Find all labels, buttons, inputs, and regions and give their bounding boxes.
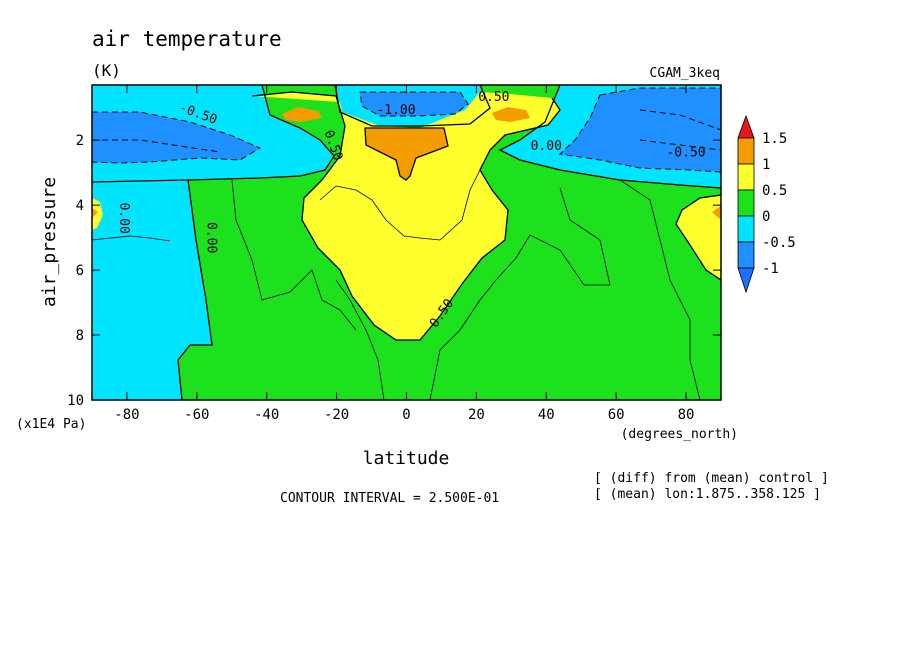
- colorbar-swatch-above-1: [737, 137, 755, 165]
- x-tick-label: 60: [608, 407, 625, 423]
- colorbar-over-arrow: [737, 114, 755, 139]
- y-tick-label: 4: [76, 198, 84, 214]
- y-ticks: 2 4 6 8 10: [67, 133, 721, 409]
- x-axis-title: latitude: [363, 448, 450, 469]
- contour-label: -1.00: [376, 103, 415, 118]
- fill-below-neg0.5-top: [360, 92, 468, 116]
- colorbar-level: 1: [762, 157, 770, 173]
- contour-label: -0.50: [666, 145, 705, 160]
- fill-0.5-to-1-sh-edge: [92, 198, 103, 230]
- colorbar: 1.5 1 0.5 0 -0.5 -1: [737, 114, 796, 294]
- colorbar-swatch-neg0.5-0: [737, 215, 755, 243]
- fill-above-1-sh-edge: [92, 208, 98, 218]
- contour-label: 0.00: [116, 202, 131, 233]
- x-axis-units: (degrees_north): [621, 427, 738, 442]
- x-tick-label: 40: [538, 407, 555, 423]
- y-tick-label: 10: [67, 393, 84, 409]
- fill-above-1-center: [365, 128, 448, 180]
- x-ticks: -80 -60 -40 -20 0 20 40 60 80: [114, 85, 694, 423]
- note-line: [ (mean) lon:1.875..358.125 ]: [594, 487, 821, 502]
- colorbar-level: -0.5: [762, 235, 796, 251]
- fill-above-1-nh-edge: [712, 206, 721, 220]
- dataset-label: CGAM_3keq: [650, 66, 720, 81]
- x-tick-label: 20: [468, 407, 485, 423]
- fill-above-1-nh: [492, 107, 530, 122]
- colorbar-level: 1.5: [762, 131, 787, 147]
- contour-label: 0.50: [478, 90, 509, 105]
- x-tick-label: -20: [324, 407, 349, 423]
- y-axis-title: air_pressure: [39, 177, 60, 307]
- contour-lines: [92, 85, 721, 400]
- x-tick-label: -80: [114, 407, 139, 423]
- colorbar-level: 0.5: [762, 183, 787, 199]
- fill-above-1-sh: [282, 107, 322, 122]
- colorbar-level: 0: [762, 209, 770, 225]
- colorbar-level: -1: [762, 261, 779, 277]
- colorbar-swatch-neg1-neg0.5: [737, 241, 755, 269]
- x-tick-label: -60: [184, 407, 209, 423]
- contour-interval-text: CONTOUR INTERVAL = 2.500E-01: [280, 491, 499, 506]
- y-axis-units: (x1E4 Pa): [16, 417, 86, 432]
- y-tick-label: 8: [76, 328, 84, 344]
- colorbar-swatch-0.5-1: [737, 163, 755, 191]
- y-tick-label: 2: [76, 133, 84, 149]
- fill-0.5-to-1-nh-edge: [676, 195, 721, 280]
- x-tick-label: 80: [678, 407, 695, 423]
- note-line: [ (diff) from (mean) control ]: [594, 471, 829, 486]
- units-label: (K): [92, 61, 121, 80]
- fill-below-neg0.5-nh: [560, 88, 721, 172]
- colorbar-swatch-0-0.5: [737, 189, 755, 217]
- negative-contour-lines: [92, 87, 721, 173]
- colorbar-under-arrow: [737, 267, 755, 294]
- fill-below-neg0.5-sh: [92, 112, 260, 163]
- x-tick-label: 0: [402, 407, 410, 423]
- x-tick-label: -40: [254, 407, 279, 423]
- fill-neg-sh-column: [92, 180, 212, 400]
- contour-field: -0.50 0.50 -1.00 0.50 0.00 -0.50 0.00 0.…: [92, 85, 721, 400]
- contour-label: 0.00: [531, 139, 562, 154]
- y-tick-label: 6: [76, 263, 84, 279]
- chart-title: air temperature: [92, 27, 282, 51]
- fill-0.5-to-1-center: [252, 92, 560, 340]
- contour-label: 0.00: [203, 222, 218, 253]
